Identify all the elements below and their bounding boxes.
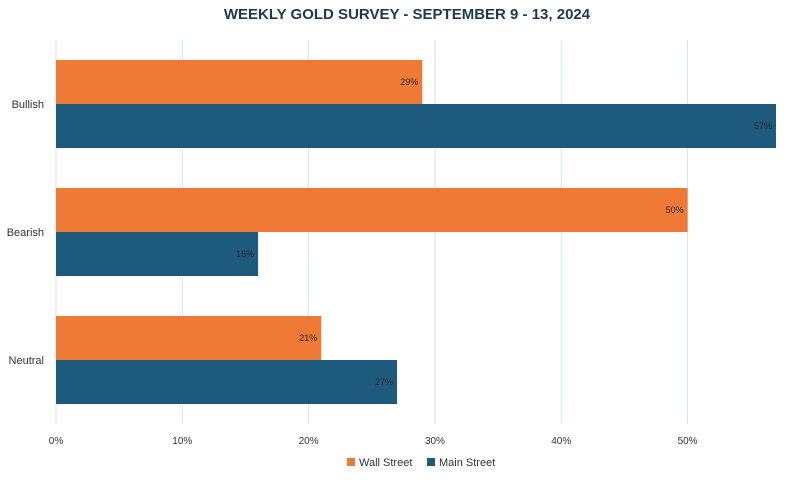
bar-main-street <box>56 360 398 404</box>
data-label: 27% <box>375 377 393 387</box>
x-tick-label: 10% <box>172 436 192 447</box>
legend-swatch <box>347 458 355 466</box>
data-label: 21% <box>299 333 317 343</box>
bar-wall-street <box>56 60 423 104</box>
legend: Wall Street Main Street <box>347 457 495 469</box>
bars <box>56 60 776 404</box>
x-tick-label: 50% <box>678 436 698 447</box>
bar-main-street <box>56 232 259 276</box>
legend-swatch <box>427 458 435 466</box>
x-tick-label: 0% <box>49 436 64 447</box>
category-labels: Bullish Bearish Neutral <box>7 99 44 367</box>
x-tick-label: 20% <box>299 436 319 447</box>
x-tick-label: 40% <box>551 436 571 447</box>
category-label: Bearish <box>7 227 44 239</box>
x-axis-ticks: 0% 10% 20% 30% 40% 50% <box>49 436 698 447</box>
category-label: Bullish <box>12 99 44 111</box>
bar-main-street <box>56 104 776 148</box>
bar-wall-street <box>56 316 322 360</box>
chart-title: WEEKLY GOLD SURVEY - SEPTEMBER 9 - 13, 2… <box>224 6 591 23</box>
data-label: 50% <box>666 205 684 215</box>
data-label: 57% <box>754 121 772 131</box>
legend-label: Main Street <box>439 457 495 469</box>
data-label: 29% <box>400 77 418 87</box>
data-labels: 29% 57% 50% 16% 21% 27% <box>236 77 772 387</box>
category-label: Neutral <box>9 355 44 367</box>
data-label: 16% <box>236 249 254 259</box>
legend-label: Wall Street <box>359 457 412 469</box>
x-tick-label: 30% <box>425 436 445 447</box>
bar-wall-street <box>56 188 688 232</box>
